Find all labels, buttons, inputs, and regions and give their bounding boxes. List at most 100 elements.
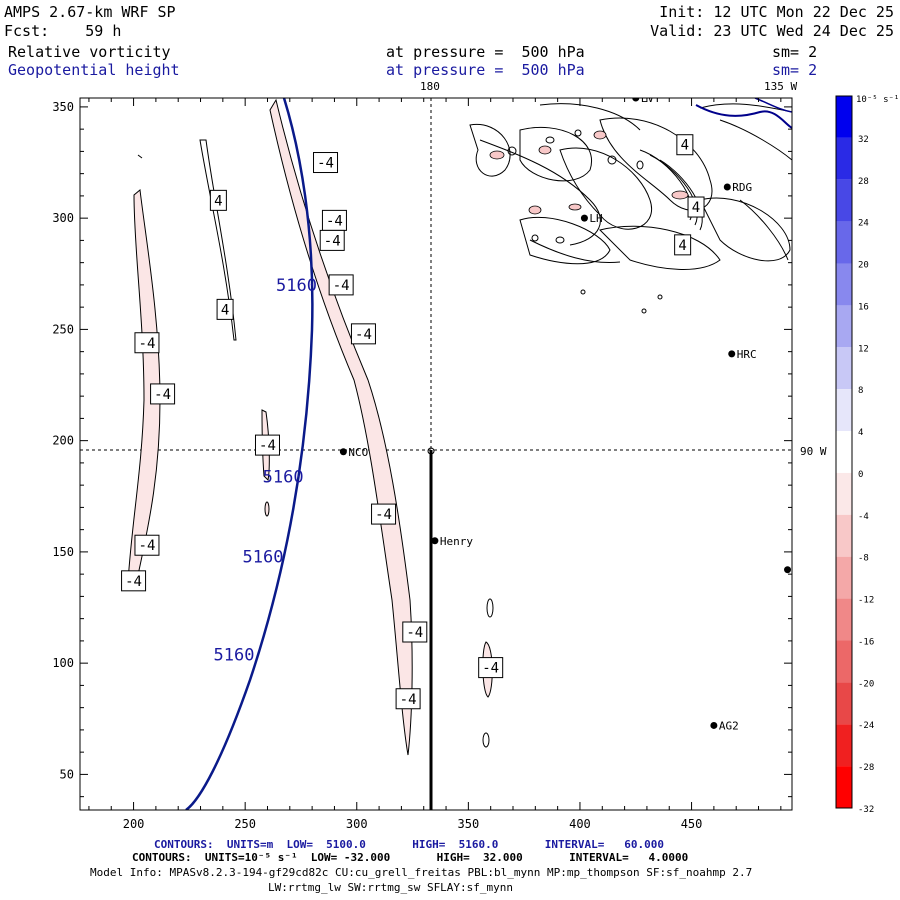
y-tick-label: 50 <box>60 767 74 781</box>
colorbar-cell <box>836 221 852 264</box>
field1-level: at pressure = 500 hPa <box>386 43 585 61</box>
colorbar-cell <box>836 431 852 473</box>
colorbar-cell <box>836 724 852 767</box>
field1-smoothing: sm= 2 <box>772 43 818 61</box>
vorticity-label: 4 <box>674 234 692 256</box>
colorbar-label: 4 <box>858 428 863 438</box>
station-label: LVT <box>641 92 661 105</box>
station-marker: Henry <box>431 535 473 548</box>
colorbar-label: -8 <box>858 554 869 564</box>
colorbar-label: 16 <box>858 302 869 312</box>
colorbar-label: -16 <box>858 637 874 647</box>
vorticity-label: 4 <box>676 134 694 156</box>
station-label: Henry <box>440 535 473 548</box>
colorbar-cell <box>836 640 852 683</box>
vorticity-contour-b <box>482 732 490 748</box>
colorbar-label: -32 <box>858 805 874 815</box>
x-tick-label: 200 <box>123 817 145 831</box>
height-labels: 5160 5160 5160 5160 <box>214 276 317 665</box>
station-marker: HRC <box>728 348 757 361</box>
svg-text:-4: -4 <box>125 574 142 590</box>
svg-text:4: 4 <box>678 238 686 254</box>
footer-model-info-2: LW:rrtmg_lw SW:rrtmg_sw SFLAY:sf_mynn <box>268 881 514 894</box>
colorbar-label: 24 <box>858 219 869 229</box>
svg-text:-4: -4 <box>355 327 372 343</box>
vorticity-label: 4 <box>687 196 705 218</box>
station-label: AG2 <box>719 719 739 732</box>
colorbar-label: -20 <box>858 679 874 689</box>
svg-text:-4: -4 <box>139 336 156 352</box>
vorticity-contour-a <box>486 598 494 618</box>
colorbar-label: -12 <box>858 596 874 606</box>
y-tick-label: 250 <box>52 322 74 336</box>
station-label: HRC <box>737 348 757 361</box>
vorticity-label: -4 <box>328 274 354 296</box>
vorticity-label: -4 <box>319 229 345 251</box>
station-marker: AG2 <box>710 719 739 732</box>
vorticity-label: -4 <box>371 503 397 525</box>
station-marker: LH <box>580 212 603 225</box>
station-label: RDG <box>732 181 752 194</box>
svg-text:4: 4 <box>692 200 700 216</box>
station-marker: LVT <box>632 92 661 105</box>
svg-text:-4: -4 <box>375 507 392 523</box>
field2-name: Geopotential height <box>8 61 180 79</box>
colorbar-cell <box>836 389 852 432</box>
colorbar-label: 8 <box>858 386 863 396</box>
init-time: Init: 12 UTC Mon 22 Dec 25 <box>659 3 894 21</box>
colorbar-label: -4 <box>858 512 869 522</box>
colorbar-cell <box>836 472 852 515</box>
station-marker: RDG <box>723 181 752 194</box>
height-label: 5160 <box>243 547 284 567</box>
colorbar-cell <box>836 514 852 557</box>
colorbar-cell <box>836 556 852 599</box>
svg-text:-4: -4 <box>400 692 417 708</box>
x-tick-label: 400 <box>569 817 591 831</box>
colorbar-cell <box>836 137 852 180</box>
vorticity-label: 4 <box>216 298 234 320</box>
svg-text:-4: -4 <box>333 278 350 294</box>
station-label: NCO <box>348 446 368 459</box>
y-tick-label: 200 <box>52 434 74 448</box>
svg-text:4: 4 <box>214 193 222 209</box>
x-tick-label: 300 <box>346 817 368 831</box>
lon-label-90w: 90 W <box>800 445 827 458</box>
svg-text:-4: -4 <box>406 625 423 641</box>
svg-text:-4: -4 <box>259 438 276 454</box>
x-tick-label: 350 <box>458 817 480 831</box>
colorbar: 10⁻⁵ s⁻¹ 32 28 24 20 16 12 8 4 0 -4 -8 -12 -16 -20 -24 -… <box>835 95 899 815</box>
svg-text:-4: -4 <box>326 213 343 229</box>
height-label: 5160 <box>214 645 255 665</box>
colorbar-label: -28 <box>858 763 874 773</box>
field1-name: Relative vorticity <box>8 43 171 61</box>
vorticity-cluster-ne <box>469 103 792 314</box>
svg-text:-4: -4 <box>154 387 171 403</box>
vorticity-label: -4 <box>478 657 504 679</box>
plot-frame <box>79 97 793 811</box>
colorbar-label: -24 <box>858 721 874 731</box>
field2-level: at pressure = 500 hPa <box>386 61 585 79</box>
vorticity-dot <box>264 501 270 517</box>
y-tick-label: 300 <box>52 211 74 225</box>
footer-model-info: Model Info: MPASv8.2.3-194-gf29cd82c CU:… <box>90 866 753 879</box>
x-tick-label: 450 <box>681 817 703 831</box>
x-tick-label: 250 <box>234 817 256 831</box>
y-tick-label: 100 <box>52 656 74 670</box>
colorbar-label: 20 <box>858 261 869 271</box>
svg-text:4: 4 <box>681 138 689 154</box>
svg-text:-4: -4 <box>317 156 334 172</box>
station-label: LH <box>589 212 602 225</box>
svg-text:-4: -4 <box>324 233 341 249</box>
colorbar-label: 32 <box>858 135 869 145</box>
height-contour-5160 <box>185 98 314 810</box>
vorticity-label: -4 <box>350 323 376 345</box>
field2-smoothing: sm= 2 <box>772 61 818 79</box>
svg-text:4: 4 <box>221 302 229 318</box>
colorbar-cell <box>836 179 852 222</box>
height-label: 5160 <box>263 467 304 487</box>
colorbar-cell <box>836 598 852 641</box>
valid-time: Valid: 23 UTC Wed 24 Dec 25 <box>650 22 894 40</box>
colorbar-cell <box>836 96 852 138</box>
footer-contours-vorticity: CONTOURS: UNITS=10⁻⁵ s⁻¹ LOW= -32.000 HI… <box>132 851 689 864</box>
